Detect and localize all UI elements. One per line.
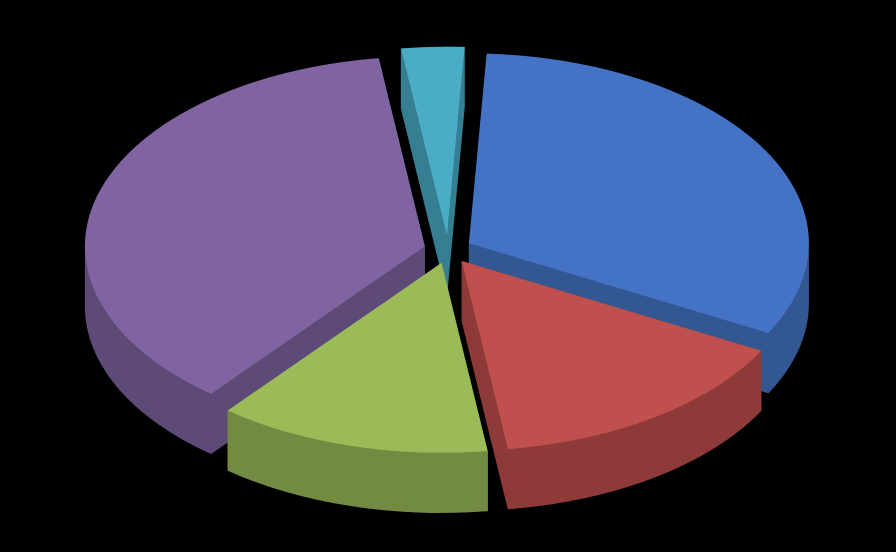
pie-chart-3d <box>0 0 896 552</box>
